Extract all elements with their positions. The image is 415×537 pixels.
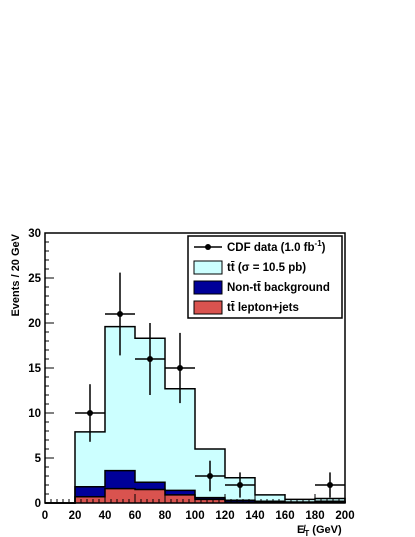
- data-marker: [87, 410, 93, 416]
- data-point: [135, 323, 165, 395]
- data-point: [165, 332, 195, 404]
- x-tick-label: 20: [69, 510, 82, 522]
- y-tick-label: 10: [28, 408, 41, 420]
- legend-swatch: [193, 280, 223, 295]
- legend-label: Non-tt̄ background: [227, 282, 330, 294]
- data-point: [315, 472, 345, 498]
- data-point: [195, 460, 225, 492]
- y-tick-label: 15: [28, 363, 41, 375]
- legend-entry: CDF data (1.0 fb-1): [194, 239, 326, 254]
- data-marker: [327, 482, 333, 488]
- x-tick-label: 0: [42, 510, 48, 522]
- x-tick-label: 40: [99, 510, 112, 522]
- x-tick-label: 200: [335, 510, 354, 522]
- legend-swatch: [193, 260, 223, 275]
- bar-3-bin-4: [135, 489, 165, 503]
- legend-swatch: [193, 300, 223, 315]
- y-tick-label: 30: [28, 228, 41, 240]
- y-tick-label: 0: [35, 498, 41, 510]
- bar-1-bin-9: [285, 499, 315, 503]
- data-point: [105, 272, 135, 356]
- legend-marker: [205, 244, 211, 250]
- data-points: [75, 272, 345, 498]
- x-tick-label: 140: [245, 510, 264, 522]
- y-tick-label: 5: [35, 453, 42, 465]
- legend-entry: Non-tt̄ background: [193, 280, 330, 295]
- bar-1-bin-5: [165, 388, 195, 503]
- x-axis: 0 20 40 60 80 100 120 140 160 180 200: [42, 494, 355, 522]
- legend-label: CDF data (1.0 fb-1): [227, 239, 326, 254]
- data-point: [75, 384, 105, 442]
- x-tick-label: 160: [275, 510, 294, 522]
- legend-entry: tt̄ lepton+jets: [193, 300, 299, 315]
- data-marker: [207, 473, 213, 479]
- bar-3-bin-6: [195, 499, 225, 503]
- series-outline-1: [45, 325, 346, 504]
- legend: CDF data (1.0 fb-1) tt̄ (σ = 10.5 pb) Non-…: [187, 235, 343, 319]
- y-tick-label: 20: [28, 318, 41, 330]
- data-marker: [147, 356, 153, 362]
- y-axis-label: Events / 20 GeV: [10, 233, 22, 316]
- bar-3-bin-2: [75, 496, 105, 503]
- y-tick-label: 25: [28, 273, 41, 285]
- data-marker: [117, 311, 123, 317]
- legend-label: tt̄ lepton+jets: [227, 302, 299, 314]
- data-marker: [237, 482, 243, 488]
- x-axis-label: E̸T (GeV): [297, 524, 342, 537]
- data-point: [225, 472, 255, 498]
- legend-label: tt̄ (σ = 10.5 pb): [227, 262, 306, 274]
- data-marker: [177, 365, 183, 371]
- x-tick-label: 60: [129, 510, 142, 522]
- bar-3-bin-3: [105, 488, 135, 503]
- x-tick-label: 100: [185, 510, 204, 522]
- x-tick-label: 120: [215, 510, 234, 522]
- bar-3-bin-5: [165, 494, 195, 503]
- legend-entry: tt̄ (σ = 10.5 pb): [193, 260, 306, 275]
- bar-1-bin-8: [255, 494, 285, 503]
- x-tick-label: 80: [159, 510, 172, 522]
- y-axis: 0 5 10 15 20 25 30: [28, 228, 54, 510]
- x-tick-label: 180: [305, 510, 324, 522]
